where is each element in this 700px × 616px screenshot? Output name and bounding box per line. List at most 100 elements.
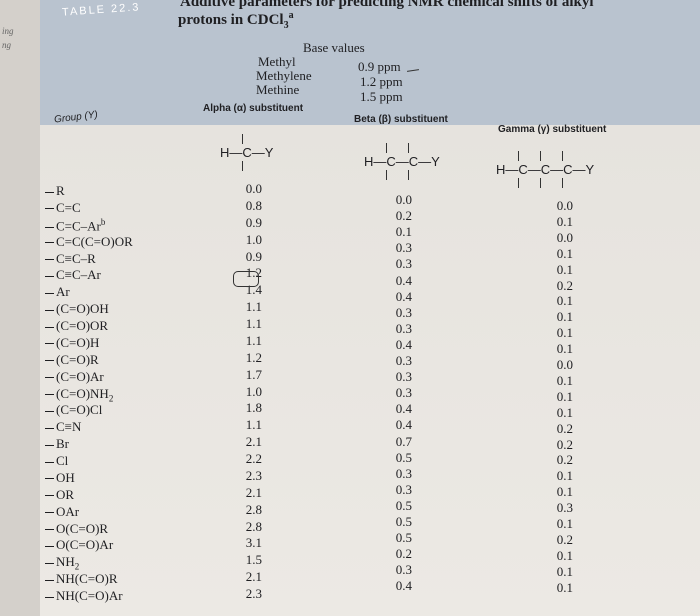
row-13-gamma-value: 0.1: [556, 388, 573, 404]
row-12-bond-dash: [45, 377, 54, 379]
row-4-beta-value: 0.3: [395, 240, 412, 256]
row-19-alpha-value: 2.1: [245, 484, 262, 500]
row-14-beta-value: 0.4: [395, 401, 412, 417]
bond-beta-2-down: [408, 170, 409, 180]
bond-gamma-1-up: [518, 151, 519, 161]
row-25-beta-value: 0.4: [395, 578, 412, 594]
base-value-methylene: 1.2 ppm: [360, 74, 403, 89]
left-margin-strip: [0, 0, 40, 616]
row-20-group: OAr: [45, 504, 79, 520]
row-22-gamma-value: 0.2: [556, 531, 573, 547]
row-9-gamma-value: 0.1: [556, 325, 573, 341]
row-10-bond-dash: [45, 343, 54, 345]
row-3-group: C=C–Arb: [45, 217, 105, 234]
row-13-beta-value: 0.3: [395, 385, 412, 401]
row-3-bond-dash: [45, 226, 54, 228]
row-15-alpha-value: 1.1: [245, 417, 262, 433]
row-8-group: (C=O)OH: [45, 301, 109, 317]
row-23-bond-dash: [45, 562, 54, 564]
row-18-alpha-value: 2.3: [245, 467, 262, 483]
base-value-methyl: 0.9 ppm: [358, 59, 401, 74]
row-21-beta-value: 0.5: [395, 514, 412, 529]
row-14-group: (C=O)Cl: [45, 402, 102, 418]
row-21-gamma-value: 0.1: [556, 516, 573, 531]
row-8-beta-value: 0.3: [395, 304, 412, 320]
bond-gamma-3-down: [562, 178, 563, 188]
margin-text-1: ing: [2, 26, 14, 36]
row-23-beta-value: 0.2: [395, 546, 412, 562]
base-name-methyl: Methyl: [258, 54, 296, 69]
row-10-gamma-value: 0.1: [556, 341, 573, 357]
row-5-gamma-value: 0.1: [556, 261, 573, 277]
row-24-group: NH(C=O)R: [45, 571, 118, 587]
row-15-beta-value: 0.4: [395, 417, 412, 433]
bond-gamma-3-up: [562, 151, 563, 161]
row-14-alpha-value: 1.8: [245, 400, 262, 416]
row-17-beta-value: 0.5: [395, 449, 412, 465]
row-22-beta-value: 0.5: [395, 530, 412, 546]
row-16-bond-dash: [45, 444, 54, 446]
row-9-group: (C=O)OR: [45, 318, 108, 334]
row-12-gamma-value: 0.1: [556, 372, 573, 388]
row-1-gamma-value: 0.0: [556, 198, 573, 213]
row-21-bond-dash: [45, 529, 54, 531]
row-25-gamma-value: 0.1: [556, 579, 573, 595]
row-11-group: (C=O)R: [45, 352, 99, 368]
row-6-bond-dash: [45, 275, 54, 277]
row-6-gamma-value: 0.2: [556, 277, 573, 293]
row-4-alpha-value: 1.0: [245, 231, 262, 247]
row-25-alpha-value: 2.3: [245, 586, 262, 602]
row-11-alpha-value: 1.2: [245, 349, 262, 365]
row-20-bond-dash: [45, 512, 54, 514]
bond-alpha-up: [242, 134, 243, 144]
row-10-group: (C=O)H: [45, 335, 99, 351]
row-1-group: R: [45, 183, 65, 199]
structure-gamma: H—C—C—C—Y: [496, 162, 595, 177]
row-11-gamma-value: 0.0: [556, 357, 573, 372]
row-17-alpha-value: 2.2: [245, 451, 262, 467]
row-15-gamma-value: 0.2: [556, 420, 573, 436]
col-header-gamma: Gamma (γ) substituent: [498, 124, 607, 135]
row-7-beta-value: 0.4: [395, 288, 412, 304]
col-header-beta: Beta (β) substituent: [354, 114, 448, 125]
bond-gamma-2-down: [540, 178, 541, 188]
row-20-beta-value: 0.5: [395, 497, 412, 513]
row-25-bond-dash: [45, 596, 54, 598]
base-name-methine: Methine: [256, 82, 300, 97]
row-2-alpha-value: 0.8: [245, 197, 262, 213]
row-11-beta-value: 0.3: [395, 353, 412, 368]
row-5-beta-value: 0.3: [395, 256, 412, 272]
row-12-group: (C=O)Ar: [45, 369, 104, 385]
row-2-group: C=C: [45, 200, 81, 216]
row-2-beta-value: 0.2: [395, 208, 412, 224]
row-22-alpha-value: 3.1: [245, 535, 262, 551]
row-7-group: Ar: [45, 284, 70, 300]
row-3-beta-value: 0.1: [395, 224, 412, 240]
header-band: [0, 0, 700, 125]
row-18-gamma-value: 0.1: [556, 468, 573, 484]
row-8-alpha-value: 1.1: [245, 299, 262, 315]
base-value-methine: 1.5 ppm: [360, 89, 403, 104]
row-18-beta-value: 0.3: [395, 465, 412, 481]
row-9-beta-value: 0.3: [395, 320, 412, 336]
row-18-group: OH: [45, 470, 75, 486]
table-title-line1: Additive parameters for predicting NMR c…: [180, 0, 594, 10]
row-20-gamma-value: 0.3: [556, 500, 573, 516]
structure-alpha: H—C—Y: [220, 145, 274, 160]
row-5-alpha-value: 0.9: [245, 248, 262, 264]
bond-beta-1-down: [386, 170, 387, 180]
row-1-bond-dash: [45, 191, 54, 193]
row-6-beta-value: 0.4: [395, 272, 412, 288]
row-10-beta-value: 0.4: [395, 336, 412, 352]
row-4-group: C=C(C=O)OR: [45, 234, 133, 250]
row-21-alpha-value: 2.8: [245, 518, 262, 534]
margin-text-2: ng: [2, 40, 11, 50]
base-values-heading: Base values: [303, 40, 365, 55]
row-5-group: C≡C–R: [45, 251, 96, 267]
row-25-group: NH(C=O)Ar: [45, 588, 123, 604]
row-4-gamma-value: 0.1: [556, 245, 573, 261]
row-17-group: Cl: [45, 453, 68, 469]
row-22-group: O(C=O)Ar: [45, 537, 113, 553]
row-19-bond-dash: [45, 495, 54, 497]
row-24-gamma-value: 0.1: [556, 563, 573, 579]
